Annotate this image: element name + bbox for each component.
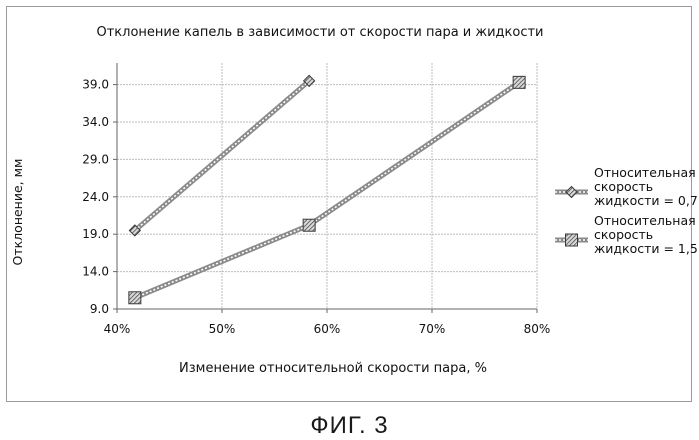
x-tick-labels: 40% 50% 60% 70% 80% [104, 322, 551, 336]
axes [113, 63, 537, 313]
y-axis-label: Отклонение, мм [10, 159, 25, 266]
y-tick-label: 9.0 [90, 302, 109, 316]
line-chart: Отклонение капель в зависимости от скоро… [0, 0, 699, 410]
x-tick-label: 50% [209, 322, 236, 336]
legend-item-2: Относительнаяскоростьжидкости = 1,5 [555, 213, 698, 256]
legend: Относительнаяскоростьжидкости = 0,7 Относ… [555, 165, 698, 256]
y-tick-label: 19.0 [82, 227, 109, 241]
legend-label: Относительнаяскоростьжидкости = 0,7 [594, 165, 698, 208]
gridlines [117, 63, 537, 309]
legend-swatch-marker [566, 234, 578, 246]
legend-swatch-marker [566, 187, 577, 198]
x-tick-label: 40% [104, 322, 131, 336]
y-tick-label: 34.0 [82, 115, 109, 129]
x-tick-label: 80% [524, 322, 551, 336]
y-tick-label: 14.0 [82, 265, 109, 279]
x-axis-label: Изменение относительной скорости пара, % [179, 361, 487, 376]
figure-caption: ФИГ. 3 [0, 412, 699, 440]
y-tick-labels: 9.0 14.0 19.0 24.0 29.0 34.0 39.0 [82, 78, 109, 316]
x-tick-label: 70% [419, 322, 446, 336]
y-tick-label: 39.0 [82, 78, 109, 92]
legend-item-1: Относительнаяскоростьжидкости = 0,7 [555, 165, 698, 208]
chart-title: Отклонение капель в зависимости от скоро… [97, 25, 544, 40]
data-point-series-2 [129, 292, 141, 304]
x-tick-label: 60% [314, 322, 341, 336]
legend-label: Относительнаяскоростьжидкости = 1,5 [594, 213, 698, 256]
data-point-series-2 [303, 219, 315, 231]
y-tick-label: 29.0 [82, 152, 109, 166]
data-point-series-2 [513, 76, 525, 88]
y-tick-label: 24.0 [82, 190, 109, 204]
